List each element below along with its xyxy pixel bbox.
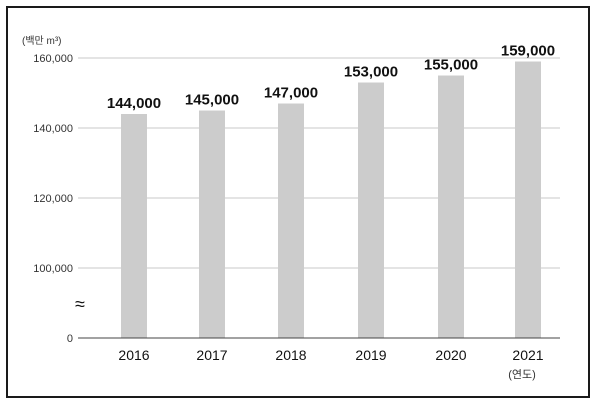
x-tick-label: 2019	[355, 347, 386, 363]
y-tick-label: 140,000	[33, 123, 73, 135]
data-label: 145,000	[185, 92, 239, 109]
axis-break-symbol: ≈	[75, 294, 85, 314]
x-tick-label: 2018	[275, 347, 306, 363]
x-tick-label: 2020	[435, 347, 466, 363]
bar-2021	[515, 61, 541, 338]
y-axis-unit-label: (백만 m³)	[22, 35, 62, 47]
bar-2020	[438, 75, 464, 338]
data-label: 144,000	[107, 95, 161, 112]
y-tick-label: 160,000	[33, 53, 73, 65]
bar-2016	[121, 114, 147, 338]
x-tick-label: 2017	[196, 347, 227, 363]
bar-2019	[358, 82, 384, 338]
bar-2017	[199, 110, 225, 338]
y-tick-label: 120,000	[33, 193, 73, 205]
x-axis-ticks: 2016 2017 2018 2019 2020 2021	[118, 347, 543, 363]
data-label: 159,000	[501, 43, 555, 60]
data-label: 155,000	[424, 57, 478, 74]
data-label: 147,000	[264, 85, 318, 102]
bars	[121, 61, 541, 338]
y-tick-label: 0	[67, 333, 73, 345]
data-labels: 144,000 145,000 147,000 153,000 155,000 159,0…	[107, 43, 555, 113]
data-label: 153,000	[344, 64, 398, 81]
x-axis-unit-label: (연도)	[508, 368, 536, 381]
y-axis-ticks: 0 100,000 120,000 140,000 160,000	[33, 53, 73, 345]
y-tick-label: 100,000	[33, 263, 73, 275]
x-tick-label: 2021	[512, 347, 543, 363]
gridlines	[78, 57, 560, 269]
bar-2018	[278, 103, 304, 338]
x-tick-label: 2016	[118, 347, 149, 363]
